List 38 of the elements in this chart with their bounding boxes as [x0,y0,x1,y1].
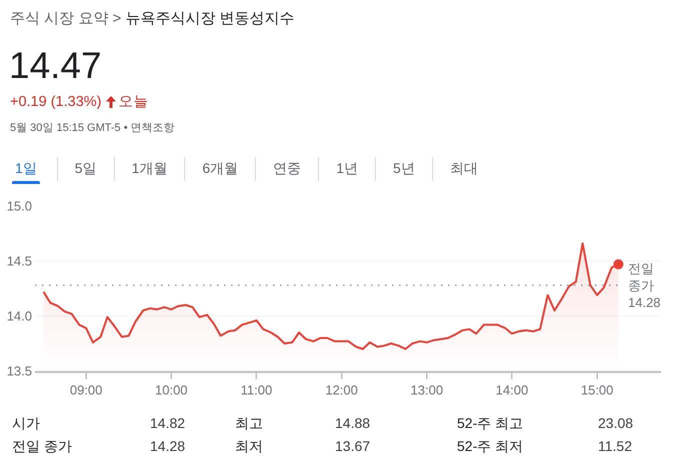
text: 11.52 [598,437,632,455]
x-tick-label: 15:00 [580,382,614,398]
y-tick-label: 14.5 [6,254,32,269]
text: +0.19 (1.33%) [10,93,102,112]
text: 52-주 최저 [457,437,524,455]
text: 5월 30일 15:15 GMT-5 • 면책조항 [10,121,175,135]
text: 전일 종가 [12,437,72,455]
y-tick-label: 13.5 [6,364,32,379]
text: 14.28 [150,437,186,455]
text: 23.08 [598,414,634,432]
text: 주식 시장 요약 > [10,10,122,27]
x-tick-label: 11:00 [240,382,272,398]
text: 연중 [273,160,302,176]
text: 시가 [12,414,40,432]
x-tick-label: 10:00 [154,382,188,398]
text: 최저 [235,437,263,455]
text: 5일 [74,160,97,176]
text: 14.82 [150,414,186,432]
text: 5년 [392,160,415,176]
x-tick-label: 14:00 [496,382,528,398]
text: 6개월 [202,160,238,176]
text: 오늘 [118,93,148,112]
text: 1일 [15,160,37,176]
chart-title: 뉴욕주식시장 변동성지수 [125,10,295,27]
chart-subtitle: 14.47 [9,44,102,88]
x-tick-label: 09:00 [70,382,102,398]
text: 1개월 [132,160,168,176]
text: 52-주 최고 [457,414,524,432]
y-tick-label: 15.0 [6,198,32,214]
x-tick-label: 13:00 [410,382,444,398]
y-tick-label: 14.0 [6,308,32,324]
ref-line-label: 전일 종가 14.28 [628,261,661,310]
text: 최고 [235,414,263,432]
text: 1년 [336,160,358,176]
x-tick-label: 12:00 [325,382,358,398]
text: 최대 [450,160,478,176]
text: 13.67 [335,437,370,455]
text: 14.88 [335,414,370,432]
